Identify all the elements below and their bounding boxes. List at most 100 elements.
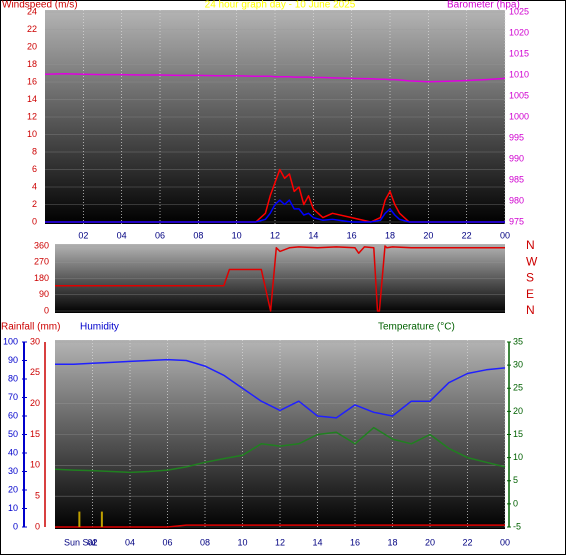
y-tick-label: 70 — [8, 392, 18, 402]
x-tick-label: 02 — [78, 230, 88, 240]
y-tick-label: 0 — [32, 216, 37, 226]
x-tick-label: 22 — [462, 230, 472, 240]
y-tick-label: 975 — [509, 216, 524, 226]
bar — [100, 511, 103, 527]
y2label: Temperature (°C) — [378, 322, 455, 333]
bar — [78, 511, 81, 527]
x-tick-label: 20 — [425, 537, 435, 547]
y-tick-label: 1010 — [509, 69, 529, 79]
y-tick-label: 8 — [32, 146, 37, 156]
y3label: Humidity — [80, 322, 119, 333]
x-tick-label: 20 — [423, 230, 433, 240]
y-tick-label: 16 — [27, 76, 37, 86]
series-line — [44, 72, 506, 83]
y-tick-label: 1025 — [509, 6, 529, 16]
y-tick-label: 100 — [3, 336, 18, 346]
y-tick-label: E — [526, 287, 534, 301]
x-tick-label: 00 — [500, 537, 510, 547]
y-tick-label: 15 — [513, 429, 523, 439]
y-tick-label: 995 — [509, 132, 524, 142]
x-tick-label: 06 — [155, 230, 165, 240]
y-tick-label: 985 — [509, 174, 524, 184]
y-tick-label: N — [526, 238, 535, 252]
y-tick-label: 10 — [513, 452, 523, 462]
y-tick-label: 24 — [27, 6, 37, 16]
title: 24 hour graph day - 10 June 2025 — [205, 0, 356, 11]
y-tick-label: 1015 — [509, 48, 529, 58]
y-tick-label: 20 — [27, 41, 37, 51]
series-line — [55, 245, 505, 312]
y-tick-label: 22 — [27, 24, 37, 34]
y-tick-label: 180 — [34, 273, 49, 283]
y-tick-label: -5 — [513, 521, 521, 531]
x-tick-label: 04 — [125, 537, 135, 547]
y-tick-label: 2 — [32, 199, 37, 209]
x-tick-label: 10 — [232, 230, 242, 240]
series-line — [55, 358, 506, 419]
y-tick-label: 10 — [30, 460, 40, 470]
y-tick-label: 6 — [32, 164, 37, 174]
y-tick-label: 20 — [8, 484, 18, 494]
y-tick-label: 270 — [34, 257, 49, 267]
y-tick-label: W — [526, 254, 538, 268]
y-tick-label: 10 — [8, 503, 18, 513]
ylabel: Rainfall (mm) — [1, 322, 60, 333]
y-tick-label: 0 — [35, 521, 40, 531]
y-tick-label: 14 — [27, 94, 37, 104]
x-tick-label: 12 — [270, 230, 280, 240]
y-tick-label: 4 — [32, 181, 37, 191]
y-tick-label: 30 — [8, 466, 18, 476]
y-tick-label: 15 — [30, 429, 40, 439]
x-tick-label: 02 — [87, 537, 97, 547]
y2label: Barometer (hpa) — [447, 0, 520, 11]
y-tick-label: 90 — [39, 289, 49, 299]
y-tick-label: 1000 — [509, 111, 529, 121]
x-tick-label: 10 — [237, 537, 247, 547]
y-tick-label: 12 — [27, 111, 37, 121]
y-tick-label: 25 — [30, 367, 40, 377]
y-tick-label: 35 — [513, 336, 523, 346]
series-line — [45, 199, 505, 223]
x-tick-label: 08 — [193, 230, 203, 240]
x-tick-label: 00 — [500, 230, 510, 240]
y-tick-label: 20 — [30, 398, 40, 408]
y-tick-label: 18 — [27, 59, 37, 69]
y-tick-label: 0 — [13, 521, 18, 531]
y-tick-label: 360 — [34, 240, 49, 250]
series-line — [55, 524, 505, 528]
x-tick-label: 14 — [308, 230, 318, 240]
x-tick-label: 18 — [385, 230, 395, 240]
y-tick-label: 1020 — [509, 27, 529, 37]
y-tick-label: 50 — [8, 429, 18, 439]
series-line — [54, 426, 506, 474]
x-tick-label: 12 — [275, 537, 285, 547]
y-tick-label: N — [526, 303, 535, 317]
x-tick-label: 16 — [347, 230, 357, 240]
y-tick-label: 60 — [8, 410, 18, 420]
y-tick-label: 40 — [8, 447, 18, 457]
y-tick-label: 25 — [513, 383, 523, 393]
x-tick-label: 22 — [462, 537, 472, 547]
y-tick-label: 5 — [35, 491, 40, 501]
x-tick-label: 18 — [387, 537, 397, 547]
y-tick-label: 90 — [8, 355, 18, 365]
y-tick-label: 5 — [513, 475, 518, 485]
y-tick-label: 0 — [513, 498, 518, 508]
x-tick-label: 06 — [162, 537, 172, 547]
x-tick-label: 08 — [200, 537, 210, 547]
day-label: Sun Sat — [64, 537, 97, 547]
y-tick-label: 1005 — [509, 90, 529, 100]
y-tick-label: 80 — [8, 373, 18, 383]
ylabel: Windspeed (m/s) — [2, 0, 78, 11]
y-tick-label: S — [526, 271, 534, 285]
y-tick-label: 10 — [27, 129, 37, 139]
x-tick-label: 14 — [312, 537, 322, 547]
x-tick-label: 16 — [350, 537, 360, 547]
y-tick-label: 0 — [44, 305, 49, 315]
y-tick-label: 20 — [513, 406, 523, 416]
y-tick-label: 30 — [30, 336, 40, 346]
y-tick-label: 990 — [509, 153, 524, 163]
x-tick-label: 04 — [117, 230, 127, 240]
